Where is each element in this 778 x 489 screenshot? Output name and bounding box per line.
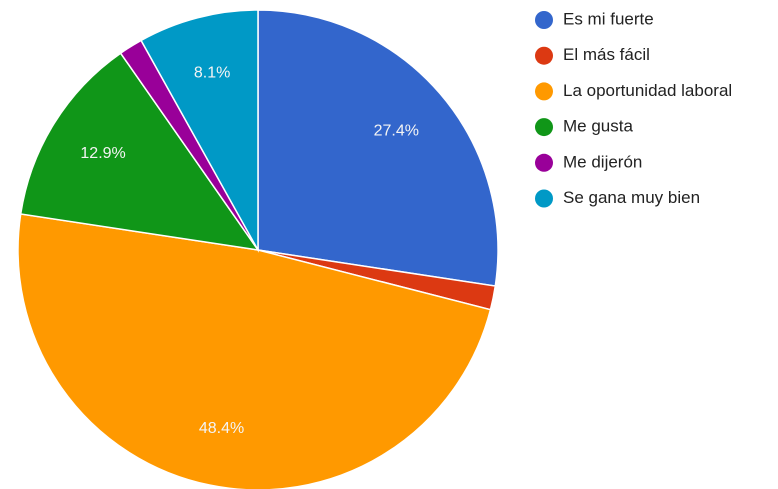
legend-marker xyxy=(535,153,553,172)
legend-marker xyxy=(535,118,553,137)
pie-slice xyxy=(19,52,260,252)
pie-slice xyxy=(140,9,259,253)
legend-marker xyxy=(535,46,553,65)
legend-label: Se gana muy bien xyxy=(563,188,700,207)
legend-marker xyxy=(535,11,553,29)
pie-slice xyxy=(257,9,499,287)
legend-marker xyxy=(535,82,553,101)
legend-label: Me gusta xyxy=(563,117,633,136)
slice-label: 48.4% xyxy=(199,420,244,437)
legend-label: El más fácil xyxy=(563,45,650,64)
slice-label: 27.4% xyxy=(374,122,419,139)
slice-label: 12.9% xyxy=(80,145,125,162)
pie-slice xyxy=(17,213,492,489)
legend-label: Me dijerón xyxy=(563,152,642,171)
legend-label: La oportunidad laboral xyxy=(563,81,732,100)
legend-marker xyxy=(535,189,553,208)
slice-label: 8.1% xyxy=(194,65,230,82)
legend-label: Es mi fuerte xyxy=(563,9,654,28)
